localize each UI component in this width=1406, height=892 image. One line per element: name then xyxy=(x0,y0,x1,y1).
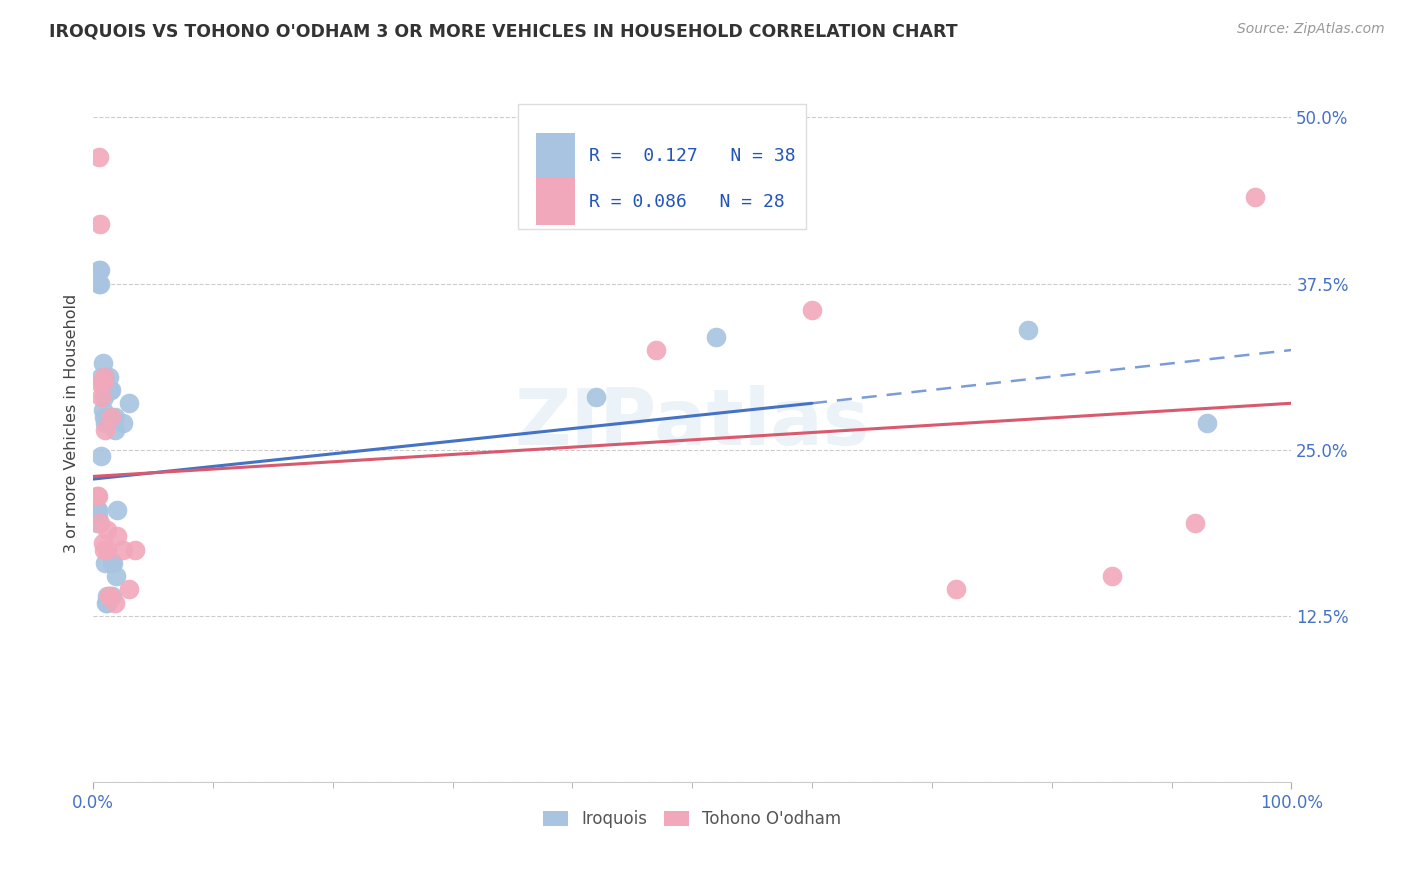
Point xyxy=(104,423,127,437)
Point xyxy=(104,596,127,610)
Point xyxy=(87,489,110,503)
Point xyxy=(98,383,121,397)
Point xyxy=(1184,516,1206,530)
Point xyxy=(101,589,124,603)
Point xyxy=(96,542,118,557)
Y-axis label: 3 or more Vehicles in Household: 3 or more Vehicles in Household xyxy=(65,293,79,553)
Point xyxy=(103,556,125,570)
Point xyxy=(94,556,117,570)
Text: Source: ZipAtlas.com: Source: ZipAtlas.com xyxy=(1237,22,1385,37)
Point xyxy=(1101,569,1123,583)
Text: R =  0.127   N = 38: R = 0.127 N = 38 xyxy=(589,147,796,165)
Point xyxy=(118,582,141,597)
Point xyxy=(90,390,112,404)
Point xyxy=(96,596,118,610)
Point xyxy=(93,369,115,384)
Point xyxy=(89,277,111,291)
Point xyxy=(94,416,117,430)
Point xyxy=(112,416,135,430)
Point xyxy=(97,589,120,603)
Point xyxy=(104,409,127,424)
Point xyxy=(1017,323,1039,337)
Point xyxy=(89,263,111,277)
Point xyxy=(87,502,110,516)
Point xyxy=(101,556,124,570)
Point xyxy=(96,589,118,603)
Point xyxy=(91,376,114,391)
Legend: Iroquois, Tohono O'odham: Iroquois, Tohono O'odham xyxy=(536,804,848,835)
Point xyxy=(90,450,112,464)
Point xyxy=(89,376,111,391)
FancyBboxPatch shape xyxy=(519,103,806,229)
Point xyxy=(94,369,117,384)
Point xyxy=(100,409,122,424)
Point xyxy=(124,542,146,557)
Point xyxy=(87,263,110,277)
Point xyxy=(1244,190,1267,204)
Point xyxy=(94,423,117,437)
Point xyxy=(104,569,127,583)
Point xyxy=(87,277,110,291)
Point xyxy=(93,542,115,557)
Point xyxy=(585,390,607,404)
Point xyxy=(97,383,120,397)
Point xyxy=(86,502,108,516)
Bar xyxy=(537,178,575,225)
Point xyxy=(105,529,128,543)
Point xyxy=(945,582,967,597)
Text: IROQUOIS VS TOHONO O'ODHAM 3 OR MORE VEHICLES IN HOUSEHOLD CORRELATION CHART: IROQUOIS VS TOHONO O'ODHAM 3 OR MORE VEH… xyxy=(49,22,957,40)
Point xyxy=(801,303,824,318)
Point xyxy=(100,409,122,424)
Point xyxy=(1197,416,1219,430)
Point xyxy=(100,383,122,397)
Point xyxy=(86,489,108,503)
Point xyxy=(91,403,114,417)
Point xyxy=(118,396,141,410)
Point xyxy=(97,369,120,384)
Point xyxy=(87,509,110,524)
Text: R = 0.086   N = 28: R = 0.086 N = 28 xyxy=(589,193,785,211)
Point xyxy=(105,502,128,516)
Point xyxy=(86,516,108,530)
Point xyxy=(90,369,112,384)
Point xyxy=(645,343,668,357)
Text: ZIPatlas: ZIPatlas xyxy=(515,385,870,461)
Point xyxy=(91,356,114,370)
Point xyxy=(96,596,118,610)
Point xyxy=(98,589,121,603)
Point xyxy=(93,409,115,424)
Point xyxy=(704,330,727,344)
Point xyxy=(91,536,114,550)
Point xyxy=(96,523,118,537)
Point xyxy=(89,217,111,231)
Point xyxy=(93,390,115,404)
Bar xyxy=(537,133,575,179)
Point xyxy=(87,150,110,164)
Point xyxy=(89,516,111,530)
Point xyxy=(112,542,135,557)
